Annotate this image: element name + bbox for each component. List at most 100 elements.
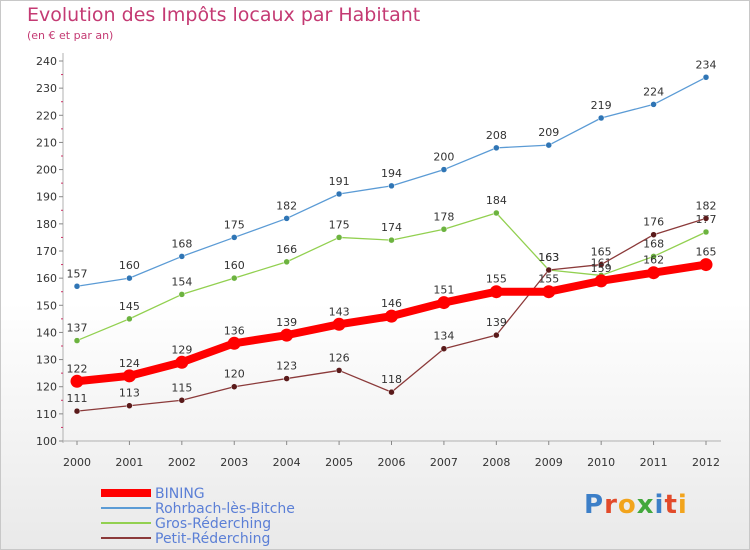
x-tick-label: 2008 — [482, 456, 510, 469]
x-tick-label: 2011 — [640, 456, 668, 469]
logo-letter: t — [664, 490, 678, 520]
logo-letter: i — [677, 490, 688, 520]
data-label-bining: 124 — [119, 357, 140, 370]
data-label-gros-r-derching: 137 — [67, 322, 88, 335]
data-label-petit-r-derching: 163 — [538, 251, 559, 264]
data-point-petit-r-derching — [126, 402, 133, 409]
data-label-rohrbach-l-s-bitche: 219 — [591, 99, 612, 112]
data-label-bining: 155 — [486, 273, 507, 286]
x-tick-label: 2005 — [325, 456, 353, 469]
y-tick-label: 110 — [36, 408, 57, 421]
data-point-rohrbach-l-s-bitche — [650, 101, 657, 108]
data-point-gros-r-derching — [126, 315, 133, 323]
data-label-rohrbach-l-s-bitche: 200 — [433, 151, 454, 164]
data-label-bining: 146 — [381, 297, 402, 310]
data-label-petit-r-derching: 139 — [486, 316, 507, 329]
data-label-rohrbach-l-s-bitche: 191 — [329, 175, 350, 188]
data-label-gros-r-derching: 174 — [381, 221, 402, 234]
data-label-gros-r-derching: 154 — [171, 275, 192, 288]
data-point-bining — [385, 309, 398, 323]
data-label-petit-r-derching: 120 — [224, 368, 245, 381]
data-point-rohrbach-l-s-bitche — [73, 283, 81, 290]
data-point-gros-r-derching — [493, 209, 500, 217]
x-tick-label: 2009 — [535, 456, 563, 469]
x-tick-label: 2007 — [430, 456, 458, 469]
x-tick-label: 2006 — [378, 456, 406, 469]
y-tick-label: 240 — [36, 55, 57, 68]
y-tick-label: 150 — [36, 299, 57, 312]
data-label-gros-r-derching: 184 — [486, 194, 507, 207]
legend-label-gros-r-derching: Gros-Réderching — [155, 516, 271, 532]
data-label-bining: 136 — [224, 324, 245, 337]
x-tick-label: 2004 — [273, 456, 301, 469]
data-point-gros-r-derching — [231, 274, 238, 282]
x-tick-label: 2010 — [587, 456, 615, 469]
x-tick-label: 2012 — [692, 456, 720, 469]
data-point-bining — [437, 296, 451, 310]
data-label-gros-r-derching: 168 — [643, 237, 664, 250]
data-label-petit-r-derching: 165 — [591, 246, 612, 259]
legend-label-bining: BINING — [155, 486, 205, 502]
x-tick-label: 2003 — [220, 456, 248, 469]
data-label-bining: 129 — [171, 343, 192, 356]
data-point-rohrbach-l-s-bitche — [493, 144, 500, 152]
data-label-rohrbach-l-s-bitche: 182 — [276, 199, 297, 212]
proxiti-logo: Proxiti — [584, 490, 688, 520]
data-point-rohrbach-l-s-bitche — [335, 190, 343, 198]
data-point-petit-r-derching — [283, 375, 290, 382]
data-label-petit-r-derching: 176 — [643, 216, 664, 229]
data-point-gros-r-derching — [650, 253, 657, 260]
legend-label-petit-r-derching: Petit-Réderching — [155, 531, 270, 547]
data-point-bining — [227, 336, 241, 350]
data-point-petit-r-derching — [597, 261, 605, 268]
logo-letter: x — [636, 490, 655, 520]
y-tick-label: 190 — [36, 191, 57, 204]
data-label-gros-r-derching: 160 — [224, 259, 245, 272]
data-point-petit-r-derching — [73, 407, 81, 415]
data-label-rohrbach-l-s-bitche: 157 — [67, 267, 88, 280]
data-label-rohrbach-l-s-bitche: 234 — [696, 58, 717, 71]
data-point-rohrbach-l-s-bitche — [597, 114, 605, 122]
data-point-petit-r-derching — [493, 331, 500, 339]
y-tick-label: 220 — [36, 109, 57, 122]
legend-label-rohrbach-l-s-bitche: Rohrbach-lès-Bitche — [155, 501, 295, 517]
data-point-bining — [699, 258, 713, 272]
x-tick-label: 2001 — [115, 456, 143, 469]
chart-subtitle: (en € et par an) — [27, 29, 114, 42]
data-label-petit-r-derching: 115 — [171, 381, 192, 394]
data-label-rohrbach-l-s-bitche: 208 — [486, 129, 507, 142]
data-point-rohrbach-l-s-bitche — [545, 141, 552, 149]
logo-letter: o — [617, 490, 637, 520]
data-point-bining — [332, 317, 346, 331]
data-label-bining: 165 — [696, 246, 717, 259]
y-tick-label: 100 — [36, 435, 57, 448]
data-point-petit-r-derching — [178, 397, 186, 404]
y-tick-label: 180 — [36, 218, 57, 231]
data-label-petit-r-derching: 123 — [276, 360, 297, 373]
data-point-gros-r-derching — [335, 234, 343, 241]
data-point-gros-r-derching — [178, 291, 186, 298]
data-point-rohrbach-l-s-bitche — [388, 182, 395, 190]
data-label-bining: 159 — [591, 262, 612, 275]
data-label-bining: 162 — [643, 254, 664, 267]
data-point-bining — [175, 355, 189, 369]
data-point-bining — [594, 274, 608, 288]
data-label-rohrbach-l-s-bitche: 168 — [171, 237, 192, 250]
data-label-rohrbach-l-s-bitche: 224 — [643, 85, 664, 98]
data-point-bining — [647, 266, 661, 280]
data-point-gros-r-derching — [73, 337, 81, 344]
data-point-petit-r-derching — [702, 215, 710, 222]
data-point-rohrbach-l-s-bitche — [178, 253, 186, 260]
data-label-gros-r-derching: 178 — [433, 210, 454, 223]
data-point-bining — [70, 374, 84, 388]
data-point-gros-r-derching — [283, 258, 290, 266]
y-tick-label: 170 — [36, 245, 57, 258]
data-point-rohrbach-l-s-bitche — [702, 74, 710, 81]
logo-letter: P — [584, 490, 605, 520]
x-tick-label: 2002 — [168, 456, 196, 469]
y-tick-label: 230 — [36, 82, 57, 95]
data-label-rohrbach-l-s-bitche: 194 — [381, 167, 402, 180]
data-point-rohrbach-l-s-bitche — [126, 274, 133, 282]
